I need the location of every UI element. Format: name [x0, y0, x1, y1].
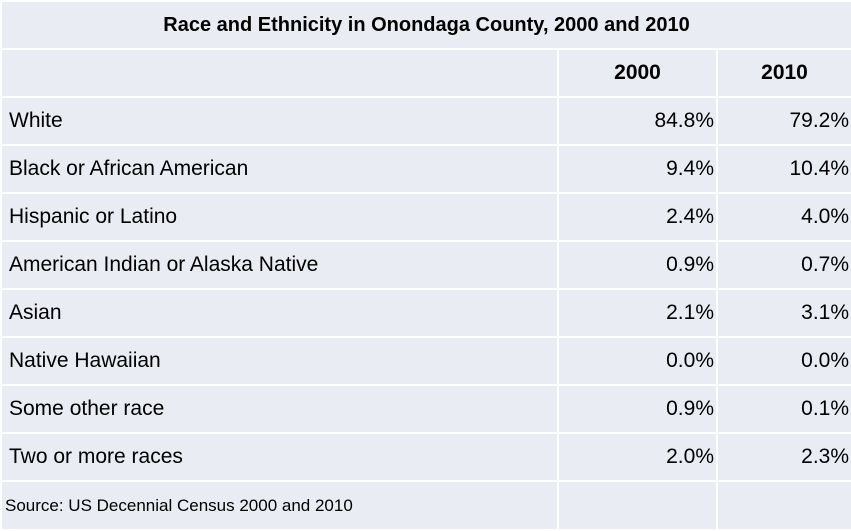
value-2000: 84.8% — [557, 96, 718, 146]
table-header-row: 2000 2010 — [0, 48, 851, 98]
row-label: Hispanic or Latino — [0, 192, 559, 242]
value-2000: 2.1% — [557, 288, 718, 338]
row-label: American Indian or Alaska Native — [0, 240, 559, 290]
source-note: Source: US Decennial Census 2000 and 201… — [0, 480, 559, 531]
table-row: Two or more races 2.0% 2.3% — [0, 432, 851, 482]
row-label: Two or more races — [0, 432, 559, 482]
table-row: American Indian or Alaska Native 0.9% 0.7% — [0, 240, 851, 290]
row-label: Native Hawaiian — [0, 336, 559, 386]
value-2010: 0.7% — [715, 240, 851, 290]
row-label: Some other race — [0, 384, 559, 434]
value-2010: 2.3% — [715, 432, 851, 482]
value-2010: 10.4% — [715, 144, 851, 194]
row-label: Asian — [0, 288, 559, 338]
value-2000: 0.0% — [557, 336, 718, 386]
value-2010: 3.1% — [715, 288, 851, 338]
value-2000: 0.9% — [557, 384, 718, 434]
source-empty-cell-2000 — [557, 480, 718, 531]
value-2010: 79.2% — [715, 96, 851, 146]
header-label-cell — [0, 48, 559, 98]
value-2000: 9.4% — [557, 144, 718, 194]
table-row: Asian 2.1% 3.1% — [0, 288, 851, 338]
source-empty-cell-2010 — [715, 480, 851, 531]
row-label: White — [0, 96, 559, 146]
value-2000: 0.9% — [557, 240, 718, 290]
table-title-row: Race and Ethnicity in Onondaga County, 2… — [0, 0, 851, 50]
value-2010: 0.1% — [715, 384, 851, 434]
value-2000: 2.0% — [557, 432, 718, 482]
table-row: Some other race 0.9% 0.1% — [0, 384, 851, 434]
table-row: White 84.8% 79.2% — [0, 96, 851, 146]
table-title: Race and Ethnicity in Onondaga County, 2… — [0, 0, 851, 50]
value-2010: 4.0% — [715, 192, 851, 242]
header-2010: 2010 — [715, 48, 851, 98]
table-row: Black or African American 9.4% 10.4% — [0, 144, 851, 194]
header-2000: 2000 — [557, 48, 718, 98]
table-row: Native Hawaiian 0.0% 0.0% — [0, 336, 851, 386]
value-2010: 0.0% — [715, 336, 851, 386]
row-label: Black or African American — [0, 144, 559, 194]
source-row: Source: US Decennial Census 2000 and 201… — [0, 480, 851, 531]
table-row: Hispanic or Latino 2.4% 4.0% — [0, 192, 851, 242]
value-2000: 2.4% — [557, 192, 718, 242]
